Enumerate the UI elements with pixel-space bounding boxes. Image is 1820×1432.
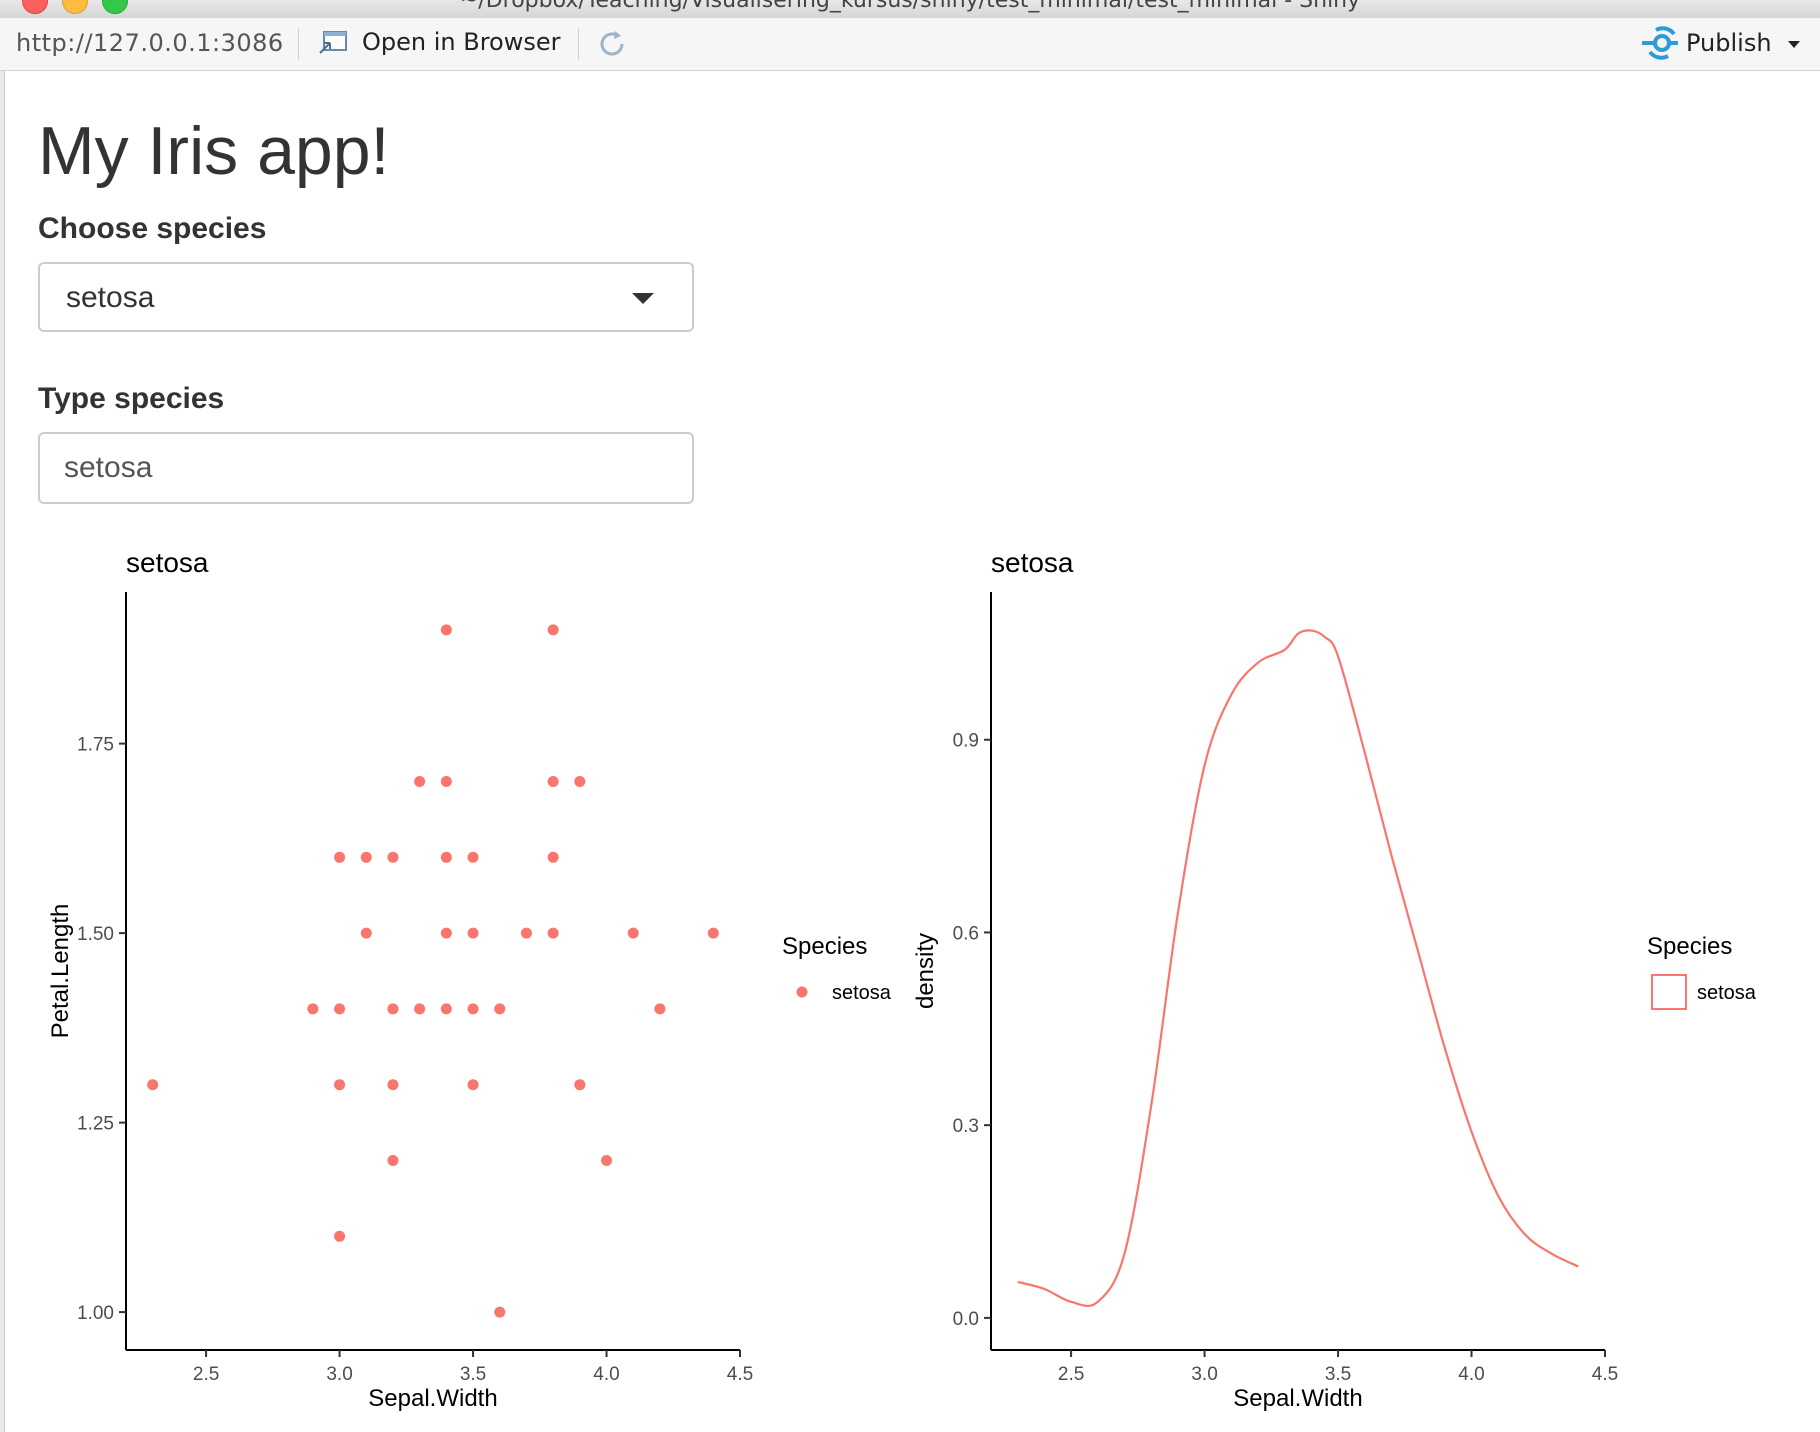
- toolbar-separator: [298, 28, 299, 60]
- scatter-point: [387, 1079, 399, 1091]
- scatter-point: [547, 927, 559, 939]
- x-tick-label: 4.0: [1458, 1364, 1484, 1385]
- scatter-point: [414, 1003, 426, 1015]
- scatter-point: [467, 851, 479, 863]
- scatter-point: [494, 1306, 506, 1318]
- page-title: My Iris app!: [38, 113, 390, 189]
- legend-entry-label: setosa: [1697, 982, 1757, 1004]
- scatter-point: [440, 1003, 452, 1015]
- x-tick-label: 2.5: [1058, 1364, 1084, 1385]
- scatter-point: [467, 927, 479, 939]
- chart-title: setosa: [126, 547, 209, 578]
- scatter-point: [654, 1003, 666, 1015]
- x-tick-label: 3.5: [1325, 1364, 1351, 1385]
- scatter-point: [334, 1003, 346, 1015]
- density-line: [1017, 629, 1579, 1308]
- scatter-point: [387, 1003, 399, 1015]
- y-axis-label: density: [912, 933, 939, 1009]
- dropdown-arrow-icon: [632, 293, 654, 304]
- refresh-icon[interactable]: [594, 26, 630, 62]
- density-plot: setosa 2.5 3.0 3.5 4.0 4.5 0.0 0.3 0.6 0.9 Sepal.W…: [912, 547, 1757, 1412]
- x-tick-label: 3.0: [1191, 1364, 1217, 1385]
- legend-key-point: [796, 986, 808, 998]
- open-in-browser-button[interactable]: Open in Browser: [318, 28, 561, 56]
- species-text-input[interactable]: [38, 432, 694, 504]
- y-tick-label: 0.6: [953, 923, 979, 944]
- scatter-point: [494, 1003, 506, 1015]
- open-in-browser-icon: [319, 31, 347, 54]
- scatter-point: [440, 624, 452, 636]
- toolbar-separator: [578, 28, 579, 60]
- scatter-point: [414, 776, 426, 787]
- y-tick-label: 1.75: [77, 735, 114, 756]
- scatter-point: [601, 1155, 613, 1166]
- scatter-point: [547, 776, 559, 787]
- y-tick-label: 0.9: [953, 731, 979, 752]
- scatter-point: [707, 927, 719, 939]
- y-axis-label: Petal.Length: [47, 904, 74, 1039]
- scatter-point: [467, 1079, 479, 1091]
- publish-icon: [1642, 26, 1678, 60]
- scatter-point: [440, 927, 452, 939]
- scatter-point: [520, 927, 532, 939]
- scatter-point: [387, 1155, 399, 1166]
- y-tick-label: 1.25: [77, 1114, 114, 1135]
- scatter-point: [574, 776, 586, 787]
- species-select[interactable]: setosa: [38, 262, 694, 332]
- scatter-point: [307, 1003, 319, 1015]
- text-label: Type species: [38, 382, 225, 415]
- scatter-point: [467, 1003, 479, 1015]
- x-tick-label: 3.5: [460, 1364, 486, 1385]
- legend-entry-label: setosa: [832, 982, 892, 1004]
- scatter-point: [547, 624, 559, 636]
- scatter-point: [334, 1079, 346, 1091]
- y-tick-label: 1.00: [77, 1303, 114, 1324]
- publish-menu-chevron-icon[interactable]: [1788, 41, 1800, 48]
- x-tick-label: 4.0: [593, 1364, 619, 1385]
- x-tick-label: 2.5: [193, 1364, 219, 1385]
- scatter-plot: setosa 2.5 3.0 3.5 4.0 4.5 1.00 1.25 1.50 1.75 Sep…: [47, 547, 892, 1412]
- y-tick-label: 0.0: [953, 1309, 979, 1330]
- legend-key-box: [1651, 974, 1687, 1010]
- scatter-point: [574, 1079, 586, 1091]
- scatter-point: [547, 851, 559, 863]
- scatter-point: [147, 1079, 159, 1091]
- open-in-browser-label: Open in Browser: [362, 28, 561, 56]
- chart-title: setosa: [991, 547, 1074, 578]
- species-select-value: setosa: [66, 281, 155, 314]
- legend-title: Species: [1647, 933, 1732, 960]
- window-left-edge: [0, 71, 5, 1432]
- x-axis-label: Sepal.Width: [1233, 1385, 1362, 1412]
- y-tick-label: 0.3: [953, 1116, 979, 1137]
- window-title: ~/Dropbox/Teaching/Visualisering_kursus/…: [459, 0, 1361, 13]
- scatter-point: [360, 851, 372, 863]
- publish-label: Publish: [1686, 29, 1772, 57]
- scatter-point: [360, 927, 372, 939]
- x-tick-label: 4.5: [727, 1364, 753, 1385]
- scatter-point: [440, 851, 452, 863]
- legend-title: Species: [782, 933, 867, 960]
- scatter-point: [440, 776, 452, 787]
- scatter-point: [334, 1230, 346, 1242]
- scatter-point: [387, 851, 399, 863]
- scatter-point: [334, 851, 346, 863]
- address-url[interactable]: http://127.0.0.1:3086: [16, 29, 284, 57]
- window-titlebar: ~/Dropbox/Teaching/Visualisering_kursus/…: [0, 0, 1820, 18]
- x-axis-label: Sepal.Width: [368, 1385, 497, 1412]
- x-tick-label: 3.0: [326, 1364, 352, 1385]
- publish-button[interactable]: Publish: [1640, 26, 1772, 60]
- viewer-toolbar: http://127.0.0.1:3086 Open in Browser Pu…: [0, 18, 1820, 71]
- y-tick-label: 1.50: [77, 924, 114, 945]
- x-tick-label: 4.5: [1592, 1364, 1618, 1385]
- select-label: Choose species: [38, 212, 267, 245]
- scatter-point: [627, 927, 639, 939]
